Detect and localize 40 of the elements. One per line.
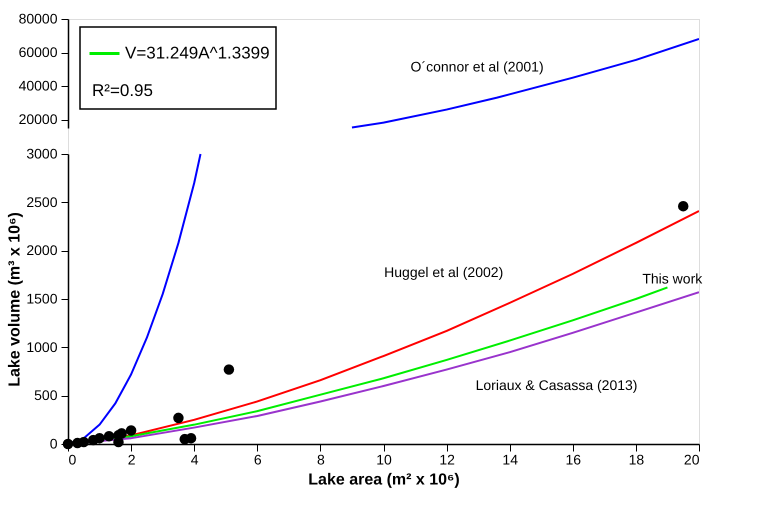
annotation: Huggel et al (2002) <box>384 264 504 280</box>
point <box>78 436 90 448</box>
y-axis-title: Lake volume (m³ x 10⁶) <box>6 212 24 387</box>
x-tick-label: 20 <box>684 452 700 468</box>
point <box>104 431 114 442</box>
x-tick-label: 4 <box>190 452 199 468</box>
x-tick-label: 2 <box>128 452 136 468</box>
x-tick-label: 0 <box>68 452 76 468</box>
x-tick-label: 8 <box>317 452 325 468</box>
point <box>173 412 184 424</box>
x-tick-label: 18 <box>628 452 644 468</box>
y-tick-label: 500 <box>34 387 58 404</box>
legend-label: V=31.249A^1.3399 <box>125 44 270 62</box>
y-tick-label: 20000 <box>18 111 58 128</box>
x-tick-label: 10 <box>376 452 392 468</box>
y-tick-label: 3000 <box>26 146 58 162</box>
annotation: R²=0.95 <box>92 81 153 100</box>
point <box>678 200 688 212</box>
annotation: Loriaux & Casassa (2013) <box>476 377 638 394</box>
x-tick-label: 6 <box>254 452 262 468</box>
annotation: O´connor et al (2001) <box>410 58 544 75</box>
point <box>94 432 105 444</box>
y-tick-label: 80000 <box>18 10 58 26</box>
annotation: This work <box>642 270 704 286</box>
x-tick-label: 16 <box>566 452 582 468</box>
y-tick-label: 1500 <box>26 290 58 306</box>
x-axis-title: Lake area (m² x 10⁶) <box>308 472 460 488</box>
y-tick-label: 2000 <box>26 242 58 258</box>
y-tick-label: 1000 <box>26 338 58 355</box>
line-series <box>350 38 699 128</box>
y-tick-label: 40000 <box>18 78 58 94</box>
y-tick-label: 2500 <box>26 194 58 210</box>
x-tick-label: 14 <box>502 452 518 468</box>
point <box>186 432 196 444</box>
y-tick-label: 60000 <box>18 44 58 60</box>
point <box>126 425 136 436</box>
point <box>116 428 127 439</box>
x-tick-label: 12 <box>439 452 456 468</box>
point <box>224 364 234 375</box>
y-tick-label: 0 <box>50 436 58 452</box>
